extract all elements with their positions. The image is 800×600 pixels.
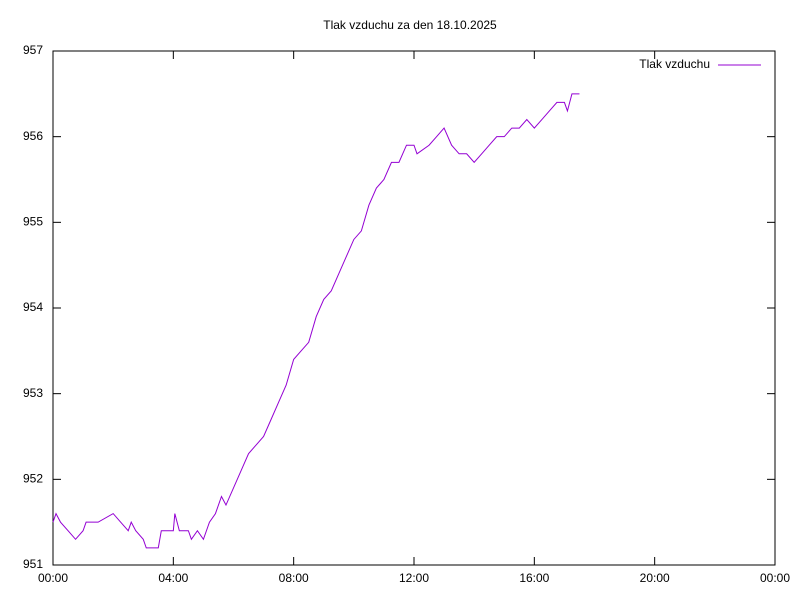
x-tick-label: 00:00 — [38, 571, 68, 585]
x-tick-label: 04:00 — [158, 571, 188, 585]
data-line — [52, 93, 580, 549]
x-tick-label: 08:00 — [279, 571, 309, 585]
y-tick-label: 952 — [23, 472, 43, 486]
chart-title: Tlak vzduchu za den 18.10.2025 — [323, 18, 497, 32]
x-tick-label: 00:00 — [760, 571, 790, 585]
legend-label: Tlak vzduchu — [639, 57, 710, 71]
x-tick-label: 12:00 — [399, 571, 429, 585]
y-tick-label: 953 — [23, 386, 43, 400]
y-tick-label: 957 — [23, 43, 43, 57]
y-tick-label: 954 — [23, 300, 43, 314]
y-tick-label: 955 — [23, 215, 43, 229]
x-tick-label: 16:00 — [519, 571, 549, 585]
y-tick-label: 956 — [23, 129, 43, 143]
x-tick-label: 20:00 — [640, 571, 670, 585]
y-tick-label: 951 — [23, 557, 43, 571]
